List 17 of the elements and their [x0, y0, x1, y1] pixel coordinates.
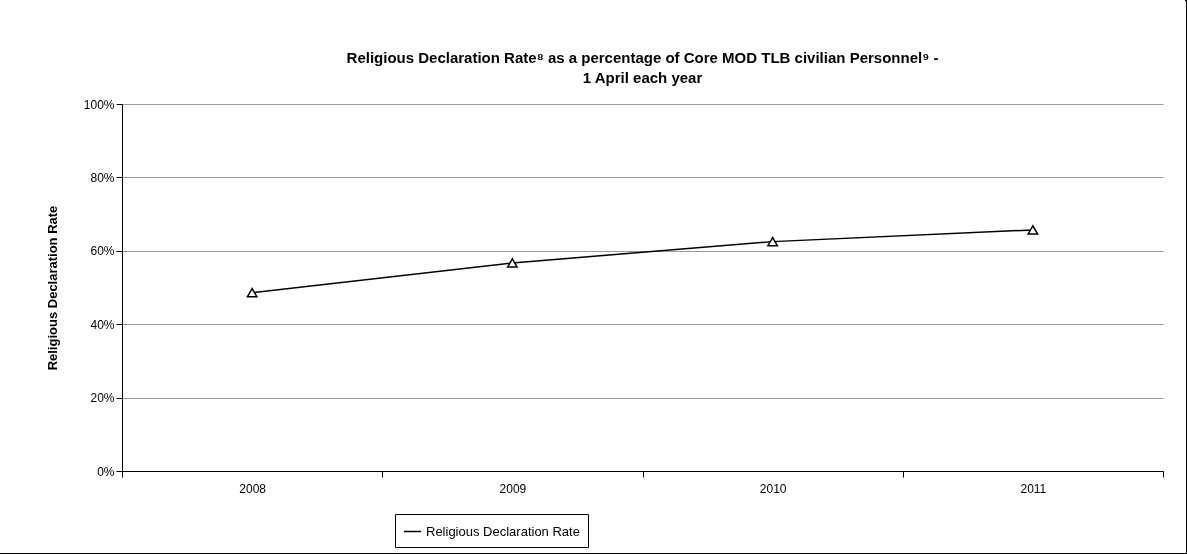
- point: [506, 258, 518, 268]
- chart-title: Religious Declaration Rate⁸ as a percentage of Core MOD TLB civilian Personnel⁹ - 1 April each year: [346, 49, 939, 86]
- y-tick-label: 100%: [83, 97, 115, 112]
- y-tick-label: 60%: [90, 244, 115, 259]
- y-tick-label: 80%: [90, 170, 115, 185]
- y-axis-title: Religious Declaration Rate: [44, 205, 60, 371]
- x-tick-label: 2009: [499, 481, 527, 496]
- y-tick-label: 0%: [97, 464, 115, 479]
- y-tick-label: 40%: [90, 317, 115, 332]
- point: [1027, 225, 1039, 235]
- y-tick-label: 20%: [90, 391, 115, 406]
- x-tick-label: 2011: [1020, 481, 1047, 496]
- x-tick-label: 2010: [759, 481, 787, 496]
- legend-label: Religious Declaration Rate: [426, 523, 580, 539]
- x-tick-label: 2008: [239, 481, 267, 496]
- point: [767, 236, 779, 247]
- point: [246, 287, 258, 298]
